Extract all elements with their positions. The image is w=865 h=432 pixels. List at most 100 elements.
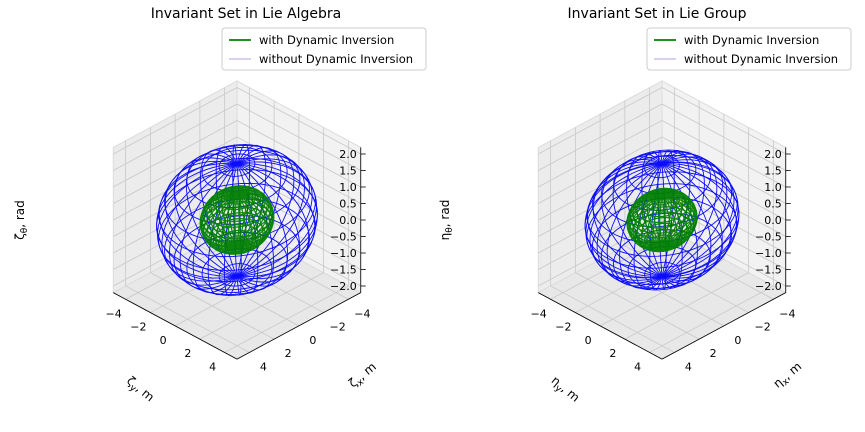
x-tick-label: −2: [330, 321, 346, 334]
y-axis-label: ζy, m: [122, 374, 157, 407]
legend-label: without Dynamic Inversion: [259, 52, 413, 66]
wall-grid-line: [538, 87, 663, 155]
y-tick-label: 4: [634, 360, 641, 373]
parallel-line: [200, 201, 274, 248]
wall-grid-line: [236, 103, 361, 171]
parallel-line: [628, 191, 696, 234]
y-tick-label: 0: [160, 334, 167, 347]
z-tick-label: −1.5: [755, 264, 782, 277]
legend-label: with Dynamic Inversion: [684, 33, 819, 47]
y-axis-label: ηy, m: [547, 373, 583, 407]
z-tick-label: −0.5: [330, 231, 357, 244]
parallel-line: [612, 229, 711, 291]
y-axis-label-subscript: y: [553, 383, 564, 395]
parallel-line: [218, 186, 256, 211]
floor-grid-line: [624, 272, 749, 340]
wall-grid-line: [236, 87, 361, 155]
z-tick-label: 1.0: [339, 181, 357, 194]
parallel-line: [218, 263, 256, 287]
wall-grid-line: [661, 87, 786, 155]
x-axis-line: [538, 292, 663, 360]
floor-grid-line: [649, 285, 774, 353]
parallel-line: [173, 215, 301, 295]
parallel-line: [164, 198, 310, 291]
legend: with Dynamic Inversion without Dynamic In…: [221, 27, 427, 71]
z-tick-label: 1.0: [764, 181, 782, 194]
z-tick-label: −1.0: [330, 247, 357, 260]
parallel-line: [158, 157, 316, 258]
z-axis-label-unit: , rad: [13, 200, 27, 228]
legend-box: [646, 27, 852, 71]
with-dynamic-inversion-wireframe: [199, 185, 275, 255]
parallel-line: [591, 197, 732, 285]
parallel-line: [644, 261, 680, 285]
x-axis-label-subscript: x: [355, 377, 366, 389]
wall-grid-line: [113, 87, 238, 155]
parallel-line: [584, 171, 740, 269]
x-tick-label: −4: [354, 307, 370, 320]
floor-grid-line: [599, 258, 725, 327]
wall-grid-line: [538, 136, 663, 204]
floor-grid-line: [550, 285, 675, 353]
z-tick-label: −0.5: [755, 231, 782, 244]
y-tick-label: −4: [106, 307, 122, 320]
parallel-line: [649, 189, 675, 206]
wall-grid-line: [538, 120, 663, 188]
parallel-line: [638, 187, 686, 218]
y-tick-label: 4: [209, 360, 216, 373]
y-tick-label: −4: [531, 307, 547, 320]
x-tick-label: 0: [734, 334, 741, 347]
z-axis-label: ζθ, rad: [13, 200, 30, 240]
x-tick-label: 0: [309, 334, 316, 347]
floor-grid-line: [199, 272, 324, 340]
wall-grid-line: [113, 120, 238, 188]
floor-grid-line: [125, 285, 250, 353]
floor-grid-line: [224, 285, 349, 353]
y-axis-line: [661, 292, 786, 360]
z-tick-label: −1.0: [755, 247, 782, 260]
y-tick-label: −2: [130, 321, 146, 334]
x-axis-line: [113, 292, 238, 360]
z-tick-label: 0.5: [764, 198, 782, 211]
parallel-line: [208, 217, 266, 255]
parallel-line: [630, 211, 694, 251]
z-tick-label: 0.5: [339, 198, 357, 211]
wall-grid-line: [538, 103, 663, 171]
z-tick-label: 1.5: [764, 165, 782, 178]
z-tick-label: −2.0: [330, 280, 357, 293]
x-axis-label-subscript: x: [781, 377, 792, 389]
parallel-line: [186, 232, 288, 296]
wall-grid-line: [236, 136, 361, 204]
floor-grid-line: [150, 272, 275, 340]
x-tick-label: 2: [710, 347, 717, 360]
x-tick-label: −2: [755, 321, 771, 334]
z-tick-label: −1.5: [330, 264, 357, 277]
parallel-line: [644, 155, 680, 179]
wall-grid-line: [661, 169, 786, 237]
wall-grid-line: [661, 136, 786, 204]
wall-grid-line: [113, 103, 238, 171]
z-tick-label: 2.0: [339, 148, 357, 161]
z-axis-label-symbol: ζ: [13, 233, 27, 240]
y-axis-label-subscript: y: [127, 383, 138, 395]
parallel-line: [655, 191, 669, 201]
z-tick-label: −2.0: [755, 280, 782, 293]
y-axis-line: [236, 292, 361, 360]
z-axis-label: ηθ, rad: [438, 200, 455, 241]
x-axis-label: ηx, m: [771, 359, 807, 393]
parallel-line: [223, 187, 251, 205]
legend: with Dynamic Inversion without Dynamic In…: [646, 27, 852, 71]
legend-box: [221, 27, 427, 71]
parallel-line: [156, 169, 318, 271]
legend-label: with Dynamic Inversion: [259, 33, 394, 47]
wall-grid-line: [236, 120, 361, 188]
floor-grid-line: [575, 272, 700, 340]
chart-panel-1: 2.0 1.5 1.0 0.5 0.0 −0.5 −1.0 −1.5 −2.0 −4 −2 0 2 4 −4…: [13, 6, 427, 407]
x-tick-label: −4: [779, 307, 795, 320]
parallel-line: [586, 161, 738, 257]
chart-panel-2: 2.0 1.5 1.0 0.5 0.0 −0.5 −1.0 −1.5 −2.0 −4 −2 0 2 4 −4…: [438, 6, 852, 407]
z-axis-label-subscript: θ: [20, 227, 30, 233]
wall-grid-line: [661, 120, 786, 188]
z-axis-label-unit: , rad: [438, 200, 452, 228]
